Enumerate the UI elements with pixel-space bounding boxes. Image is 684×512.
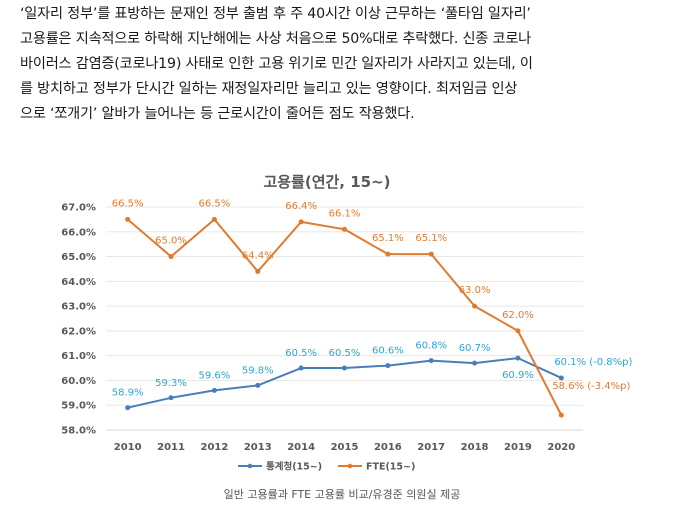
legend-label-statistics: 통계청(15~) [266, 461, 322, 473]
x-tick-label: 2010 [114, 442, 142, 453]
data-label: 60.6% [372, 346, 404, 357]
x-tick-label: 2017 [417, 442, 445, 453]
data-label: 60.7% [459, 343, 491, 354]
x-tick-label: 2020 [547, 442, 575, 453]
data-label: 60.5% [329, 348, 361, 359]
data-point [342, 226, 347, 232]
y-tick-label: 64.0% [61, 277, 96, 288]
data-label: 66.1% [329, 208, 361, 219]
article-line: ‘일자리 정부’를 표방하는 문재인 정부 출범 후 주 40시간 이상 근무하… [20, 6, 531, 22]
data-point [428, 358, 434, 364]
data-point [168, 254, 174, 260]
data-label: 66.5% [199, 198, 231, 209]
data-point [168, 395, 174, 401]
y-tick-label: 59.0% [61, 401, 96, 412]
legend-marker-fte [347, 463, 353, 469]
employment-rate-chart: 고용률(연간, 15~) 58.0% 59.0% 60.0% 61.0% 62.0% 63… [61, 173, 633, 473]
data-label: 65.1% [415, 233, 447, 244]
data-point [298, 219, 304, 225]
data-label: 65.0% [155, 236, 187, 247]
y-axis-ticks: 58.0% 59.0% 60.0% 61.0% 62.0% 63.0% 64.0% 65.0%… [61, 203, 96, 437]
data-point [428, 251, 434, 257]
data-point [211, 216, 217, 222]
x-tick-label: 2012 [200, 442, 228, 453]
data-label: 62.0% [502, 310, 534, 321]
data-label: 60.5% [285, 348, 317, 359]
data-label: 65.1% [372, 233, 404, 244]
x-tick-label: 2019 [504, 442, 532, 453]
article-line: 를 방치하고 정부가 단시간 일하는 재정일자리만 늘리고 있는 영향이다. 최… [20, 81, 518, 97]
y-tick-label: 65.0% [61, 252, 96, 263]
data-label: 66.4% [285, 201, 317, 212]
x-tick-label: 2015 [331, 442, 359, 453]
data-point [125, 405, 131, 411]
legend-label-fte: FTE(15~) [366, 462, 415, 473]
chart-title: 고용률(연간, 15~) [263, 173, 390, 191]
y-tick-label: 60.0% [61, 376, 96, 387]
article-line: 바이러스 감염증(코로나19) 사태로 인한 고용 위기로 민간 일자리가 사라… [20, 56, 533, 72]
y-tick-label: 67.0% [61, 203, 96, 214]
data-point [298, 365, 304, 371]
x-tick-label: 2014 [287, 442, 315, 453]
series-group [125, 216, 564, 418]
data-point [472, 360, 478, 366]
data-point [255, 382, 261, 388]
y-tick-label: 61.0% [61, 351, 96, 362]
data-label: 59.3% [155, 378, 187, 389]
x-tick-label: 2013 [244, 442, 272, 453]
data-label: 58.6% (-3.4%p) [552, 381, 630, 392]
data-label: 60.8% [415, 341, 447, 352]
y-tick-label: 66.0% [61, 227, 96, 238]
data-point [125, 216, 131, 222]
data-point [515, 328, 521, 334]
y-tick-label: 58.0% [61, 426, 96, 437]
article-text: ‘일자리 정부’를 표방하는 문재인 정부 출범 후 주 40시간 이상 근무하… [20, 2, 670, 127]
x-tick-label: 2018 [461, 442, 489, 453]
data-label: 63.0% [459, 285, 491, 296]
x-axis-ticks: 2010 2011 2012 2013 2014 2015 2016 2017 2018 2019… [114, 442, 576, 453]
data-label: 66.5% [112, 198, 144, 209]
data-point [211, 387, 217, 393]
series-line-fte [127, 218, 563, 416]
data-point [472, 303, 478, 309]
data-point [385, 363, 391, 369]
data-point [385, 251, 391, 257]
data-label: 59.8% [242, 365, 274, 376]
y-tick-label: 63.0% [61, 302, 96, 313]
image-caption: 일반 고용률과 FTE 고용률 비교/유경준 의원실 제공 [223, 488, 461, 501]
legend: 통계청(15~) FTE(15~) [238, 461, 415, 473]
data-point [255, 268, 261, 274]
data-label: 59.6% [199, 370, 231, 381]
data-label: 60.1% (-0.8%p) [554, 357, 632, 368]
data-label: 64.4% [242, 250, 274, 261]
legend-marker-statistics [247, 463, 253, 469]
data-point [342, 365, 347, 371]
article-line: 고용률은 지속적으로 하락해 지난해에는 사상 처음으로 50%대로 추락했다.… [20, 31, 532, 47]
x-tick-label: 2016 [374, 442, 402, 453]
data-label: 60.9% [502, 370, 534, 381]
data-point [558, 375, 564, 381]
data-label: 58.9% [112, 388, 144, 399]
article-line: 으로 ‘쪼개기’ 알바가 늘어나는 등 근로시간이 줄어든 점도 작용했다. [20, 106, 415, 122]
data-labels: 58.9% 59.3% 59.6% 59.8% 60.5% 60.5% 60.6% 60.8%… [112, 198, 633, 398]
y-tick-label: 62.0% [61, 326, 96, 337]
x-tick-label: 2011 [157, 442, 185, 453]
data-point [558, 412, 564, 418]
data-point [515, 355, 521, 361]
